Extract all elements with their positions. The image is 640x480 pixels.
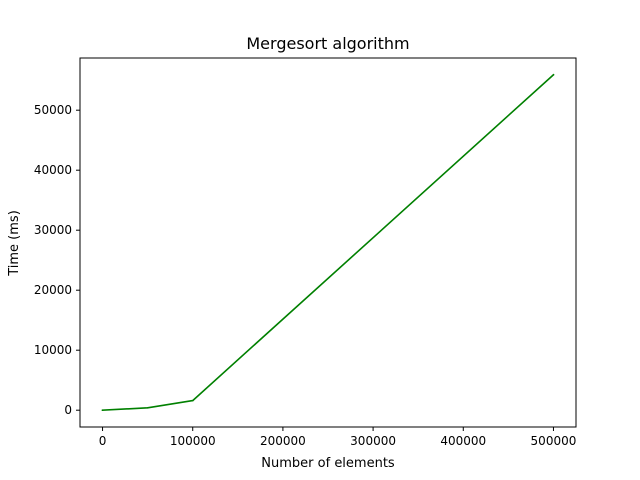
- y-tick-label: 50000: [34, 103, 72, 117]
- y-axis-ticks: 0 10000 20000 30000 40000 50000: [34, 103, 80, 417]
- x-tick-label: 400000: [440, 434, 486, 448]
- plot-frame: [79, 57, 577, 428]
- plot-area: [80, 58, 576, 427]
- y-tick-label: 40000: [34, 163, 72, 177]
- y-tick-label: 30000: [34, 223, 72, 237]
- data-point: [191, 399, 194, 402]
- x-axis-ticks: 0 100000 200000 300000 400000 500000: [99, 427, 577, 448]
- y-tick-label: 20000: [34, 283, 72, 297]
- data-point: [101, 409, 104, 412]
- x-tick-label: 100000: [170, 434, 216, 448]
- data-point: [552, 74, 555, 76]
- chart-title: Mergesort algorithm: [246, 34, 409, 53]
- series-line: [101, 73, 555, 412]
- x-axis-label: Number of elements: [261, 456, 395, 471]
- y-tick-label: 0: [64, 403, 72, 417]
- x-tick-label: 0: [99, 434, 107, 448]
- x-tick-label: 200000: [260, 434, 306, 448]
- x-tick-label: 500000: [531, 434, 577, 448]
- y-tick-label: 10000: [34, 343, 72, 357]
- data-point: [146, 407, 149, 409]
- y-axis-label: Time (ms): [7, 210, 22, 277]
- series-layer: [101, 73, 555, 412]
- x-tick-label: 300000: [350, 434, 396, 448]
